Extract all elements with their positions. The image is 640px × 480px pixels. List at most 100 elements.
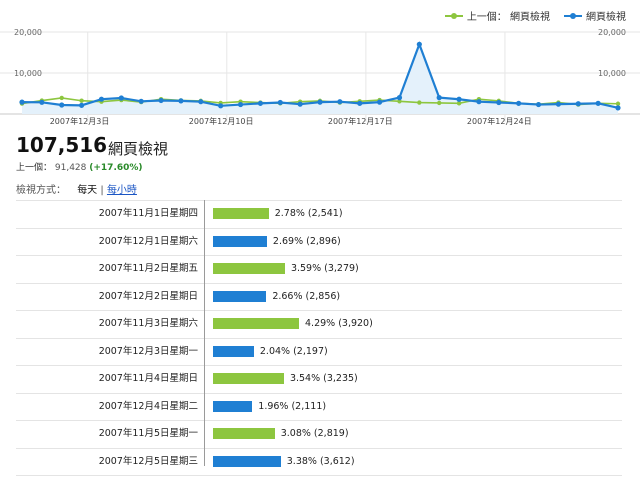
previous-summary: 上一個： 91,428 (+17.60%) <box>16 160 143 173</box>
row-date: 2007年11月5日星期一 <box>98 428 198 439</box>
table-divider <box>204 200 205 466</box>
row-bar <box>213 208 269 219</box>
table-row: 2007年12月3日星期一 2.04% (2,197) <box>16 337 622 366</box>
data-point <box>456 101 462 106</box>
legend-label-current: 網頁檢視 <box>586 12 626 23</box>
view-mode-hourly[interactable]: 每小時 <box>106 185 137 196</box>
row-bar <box>213 290 267 302</box>
row-date: 2007年11月4日星期日 <box>98 373 198 384</box>
table-row: 2007年11月5日星期一 3.08% (2,819) <box>16 420 622 448</box>
table-row: 2007年11月2日星期五 3.59% (3,279) <box>16 255 622 283</box>
data-point <box>118 95 124 101</box>
x-tick-label: 2007年12月3日 <box>50 116 110 126</box>
row-date: 2007年11月1日星期四 <box>98 208 198 219</box>
previous-value: 91,428 <box>54 163 87 173</box>
data-point <box>397 99 402 104</box>
row-date: 2007年11月2日星期五 <box>98 263 198 274</box>
daily-comparison-table: 2007年11月1日星期四 2.78% (2,541) 2007年12月1日星期六 2… <box>16 200 622 476</box>
view-mode-daily[interactable]: 每天 <box>77 185 98 196</box>
row-value-label: 3.08% (2,819) <box>280 428 349 439</box>
data-point <box>198 99 204 105</box>
data-point <box>257 100 263 106</box>
data-point <box>277 99 283 106</box>
data-point <box>158 97 164 104</box>
data-point <box>317 99 323 105</box>
data-point <box>476 99 482 105</box>
row-value-label: 2.78% (2,541) <box>274 208 343 219</box>
view-mode-label: 檢視方式： <box>16 185 66 196</box>
data-point <box>615 105 621 111</box>
table-row: 2007年11月3日星期六 4.29% (3,920) <box>16 310 622 338</box>
row-value-label: 2.04% (2,197) <box>259 345 328 357</box>
data-point <box>535 101 542 108</box>
y-tick-label-left: 20,000 <box>14 28 42 37</box>
data-point <box>59 95 64 101</box>
row-value-label: 3.54% (3,235) <box>289 373 358 384</box>
series-line <box>21 41 619 109</box>
table-row: 2007年12月5日星期三 3.38% (3,612) <box>16 447 622 476</box>
data-point <box>496 99 502 106</box>
row-date: 2007年11月3日星期六 <box>98 318 198 329</box>
row-bar <box>213 235 267 247</box>
data-point <box>79 98 84 103</box>
data-point <box>218 103 224 109</box>
row-value-label: 2.66% (2,856) <box>272 290 341 302</box>
row-bar <box>213 263 285 274</box>
previous-label: 上一個： <box>16 163 53 173</box>
data-point <box>98 96 105 102</box>
row-value-label: 3.38% (3,612) <box>286 455 355 467</box>
row-value-label: 1.96% (2,111) <box>258 400 327 412</box>
legend-item-current[interactable]: 網頁檢視 <box>564 8 626 23</box>
legend-swatch-current <box>564 12 582 19</box>
chart-legend: 上一個： 網頁檢視 網頁檢視 <box>444 8 626 23</box>
table-row: 2007年11月4日星期日 3.54% (3,235) <box>16 365 622 393</box>
row-value-label: 4.29% (3,920) <box>305 318 373 329</box>
row-bar <box>213 345 254 357</box>
row-bar <box>213 428 275 439</box>
data-point <box>138 98 144 104</box>
x-tick-label: 2007年12月10日 <box>189 116 254 126</box>
y-tick-label-right: 20,000 <box>598 28 626 37</box>
row-date: 2007年12月5日星期三 <box>98 455 198 467</box>
row-value-label: 3.59% (3,279) <box>290 263 359 274</box>
data-point <box>416 41 422 47</box>
data-point <box>178 98 184 104</box>
table-row: 2007年12月1日星期六 2.69% (2,896) <box>16 227 622 256</box>
row-date: 2007年12月3日星期一 <box>98 345 198 357</box>
data-point <box>337 99 343 105</box>
data-point <box>595 100 601 106</box>
table-row: 2007年12月4日星期二 1.96% (2,111) <box>16 392 622 421</box>
row-date: 2007年12月4日星期二 <box>98 400 198 412</box>
y-tick-label-right: 10,000 <box>598 69 626 78</box>
pageviews-line-chart: 20,000 20,000 10,000 10,000 2007年12月3日 2007年1… <box>0 28 640 126</box>
legend-label-previous: 上一個： 網頁檢視 <box>466 12 550 23</box>
row-date: 2007年12月1日星期六 <box>98 235 198 247</box>
data-point <box>19 99 25 105</box>
row-bar <box>213 455 281 467</box>
x-tick-label: 2007年12月24日 <box>467 116 532 126</box>
legend-item-previous[interactable]: 上一個： 網頁檢視 <box>444 8 550 23</box>
data-point <box>436 95 442 101</box>
legend-swatch-previous <box>444 12 463 19</box>
data-point <box>396 95 403 101</box>
view-mode-selector: 檢視方式： 每天 | 每小時 <box>16 181 137 196</box>
data-point <box>456 96 462 102</box>
data-point <box>79 102 85 108</box>
data-point <box>297 101 303 107</box>
data-point <box>237 101 244 108</box>
y-tick-label-left: 10,000 <box>14 69 42 78</box>
data-point <box>516 100 522 106</box>
row-bar <box>213 318 299 329</box>
data-point <box>615 101 621 106</box>
table-row: 2007年11月1日星期四 2.78% (2,541) <box>16 200 622 228</box>
data-point <box>377 99 383 105</box>
data-point <box>417 100 422 105</box>
data-point <box>39 99 45 105</box>
x-tick-label: 2007年12月17日 <box>328 116 393 126</box>
total-pageviews: 107,516 <box>16 133 108 157</box>
row-bar <box>213 373 284 384</box>
data-point <box>437 100 442 106</box>
row-bar <box>213 400 253 412</box>
metric-label: 網頁檢視 <box>108 140 169 158</box>
data-point <box>575 101 581 107</box>
